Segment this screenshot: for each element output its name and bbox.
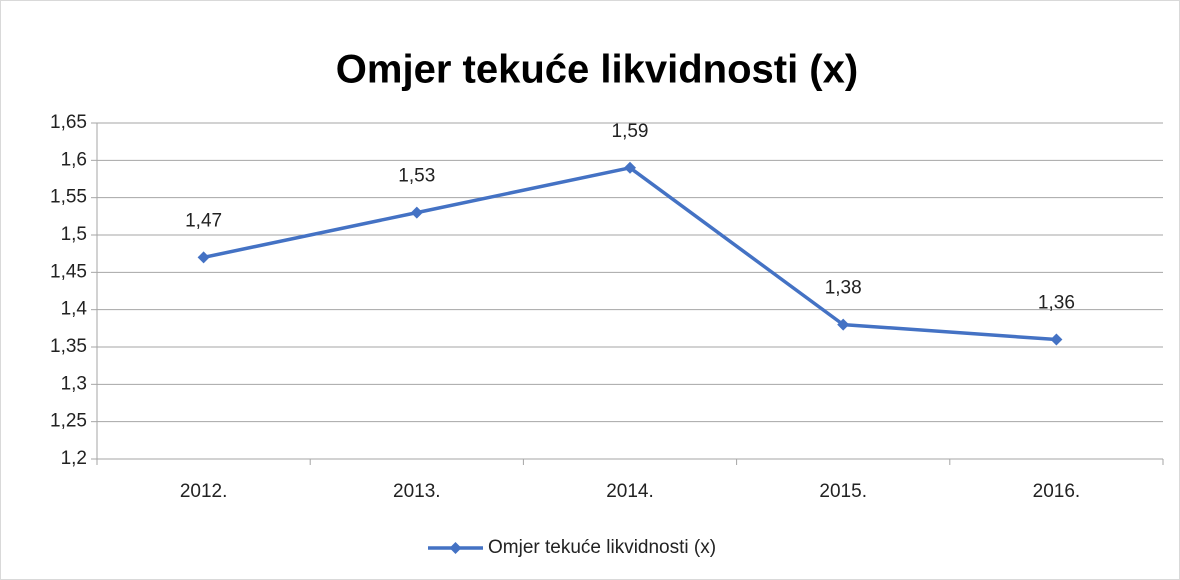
y-tick-label: 1,25 — [50, 411, 87, 432]
legend-label: Omjer tekuće likvidnosti (x) — [488, 537, 716, 558]
data-label: 1,53 — [398, 166, 435, 187]
y-tick-label: 1,2 — [61, 448, 87, 469]
x-tick-label: 2014. — [606, 481, 654, 502]
legend-marker — [449, 542, 462, 554]
y-tick-label: 1,65 — [50, 112, 87, 133]
x-tick-label: 2012. — [180, 481, 228, 502]
data-point — [1050, 333, 1063, 346]
y-tick-label: 1,45 — [50, 261, 87, 282]
data-point — [837, 318, 850, 331]
data-label: 1,47 — [185, 210, 222, 231]
y-tick-label: 1,4 — [61, 299, 88, 320]
y-tick-label: 1,55 — [50, 187, 87, 208]
y-tick-label: 1,6 — [61, 149, 87, 170]
data-point — [624, 161, 636, 174]
x-tick-label: 2015. — [819, 481, 867, 502]
x-tick-label: 2016. — [1033, 481, 1081, 502]
data-label: 1,38 — [825, 278, 862, 299]
x-tick-label: 2013. — [393, 481, 441, 502]
data-label: 1,59 — [612, 121, 649, 142]
y-tick-label: 1,35 — [50, 336, 87, 357]
chart-title: Omjer tekuće likvidnosti (x) — [336, 48, 858, 92]
y-tick-label: 1,5 — [61, 224, 87, 245]
data-label: 1,36 — [1038, 293, 1075, 314]
y-tick-label: 1,3 — [61, 373, 87, 394]
data-point — [410, 206, 423, 219]
data-point — [197, 251, 210, 264]
